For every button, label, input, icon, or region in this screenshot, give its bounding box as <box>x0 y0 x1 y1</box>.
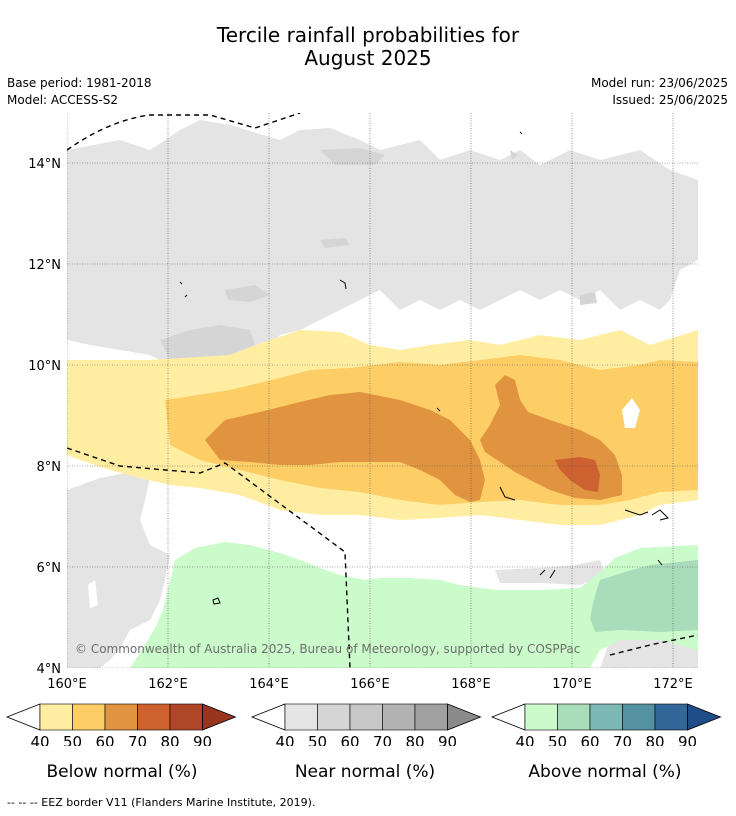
colorbar-tick-label: 80 <box>405 733 424 746</box>
above-normal-40 <box>130 542 698 668</box>
island-outline <box>651 509 669 521</box>
colorbar-title: Above normal (%) <box>528 762 682 782</box>
island-outline <box>519 131 523 135</box>
colorbar-segment <box>104 703 138 731</box>
colorbar-segment <box>589 703 623 731</box>
near-normal-region-north <box>67 120 698 370</box>
island-outline <box>339 279 347 290</box>
island-outline <box>657 559 663 566</box>
colorbar-title: Near normal (%) <box>294 762 436 782</box>
colorbar-tick-label: 60 <box>580 733 599 746</box>
colorbar-tick-label: 70 <box>613 733 632 746</box>
colorbar-tick-label: 70 <box>373 733 392 746</box>
base-period-label: Base period: 1981-2018 <box>7 76 152 90</box>
colorbar-extend-low <box>5 703 41 731</box>
island-outline <box>179 281 188 298</box>
colorbar-tick-label: 50 <box>63 733 82 746</box>
probability-map: © Commonwealth of Australia 2025, Bureau… <box>28 113 698 692</box>
colorbar-segment <box>39 703 73 731</box>
lat-tick: 4°N <box>37 662 62 677</box>
near-normal-region-north-darker <box>160 148 597 360</box>
colorbar-tick-label: 60 <box>95 733 114 746</box>
colorbar-segment <box>137 703 171 731</box>
colorbar-extend-high <box>202 703 237 731</box>
island-outline <box>436 407 441 412</box>
colorbar-below-normal: 40 50 60 70 80 90 Below normal (%) <box>0 698 250 788</box>
model-run-label: Model run: 23/06/2025 <box>590 76 728 90</box>
eez-border-southeast <box>609 634 698 656</box>
island-outline <box>539 569 556 579</box>
colorbar-segment <box>284 703 318 731</box>
colorbar-segment <box>317 703 351 731</box>
colorbar-graphic: 40 50 60 70 80 90 <box>5 703 237 751</box>
below-normal-gap <box>622 398 640 428</box>
colorbar-tick-label: 90 <box>193 733 212 746</box>
colorbar-segment <box>72 703 106 731</box>
colorbar-segment <box>622 703 656 731</box>
lat-tick: 10°N <box>28 359 61 374</box>
island-outline <box>212 597 221 605</box>
colorbar-segment <box>169 703 203 731</box>
lat-tick: 14°N <box>28 157 61 172</box>
below-normal-70 <box>555 457 600 492</box>
colorbar-segment <box>382 703 416 731</box>
colorbar-segment <box>524 703 558 731</box>
colorbar-tick-label: 70 <box>128 733 147 746</box>
colorbar-tick-label: 80 <box>645 733 664 746</box>
colorbar-graphic: 40 50 60 70 80 90 <box>250 703 482 751</box>
near-normal-region-southeast <box>495 560 698 668</box>
colorbar-tick-label: 80 <box>160 733 179 746</box>
island-outline <box>624 509 649 516</box>
model-label: Model: ACCESS-S2 <box>7 93 119 107</box>
issued-label: Issued: 25/06/2025 <box>612 93 728 107</box>
colorbar-title: Below normal (%) <box>46 762 198 782</box>
colorbar-above-normal: 40 50 60 70 80 90 Above normal (%) <box>485 698 730 788</box>
colorbar-tick-label: 90 <box>438 733 457 746</box>
colorbar-segment <box>414 703 448 731</box>
lon-tick: 162°E <box>148 677 188 692</box>
lon-tick: 170°E <box>552 677 592 692</box>
island-outline <box>499 486 516 501</box>
lon-tick: 160°E <box>47 677 87 692</box>
colorbar-near-normal: 40 50 60 70 80 90 Near normal (%) <box>245 698 490 788</box>
islands <box>179 131 669 605</box>
lon-tick: 166°E <box>350 677 390 692</box>
lon-tick: 172°E <box>653 677 693 692</box>
colorbar-tick-label: 40 <box>30 733 49 746</box>
eez-border-west <box>67 447 351 668</box>
lat-tick: 12°N <box>28 258 61 273</box>
near-normal-region-southwest <box>67 472 170 668</box>
lat-tick: 6°N <box>37 561 62 576</box>
eez-footnote: -- -- -- EEZ border V11 (Flanders Marine… <box>7 796 316 809</box>
eez-borders <box>67 113 698 668</box>
colorbar-segment <box>654 703 688 731</box>
colorbar-tick-label: 40 <box>275 733 294 746</box>
colorbar-extend-low <box>250 703 286 731</box>
below-normal-60 <box>205 375 622 502</box>
map-title-line1: Tercile rainfall probabilities for <box>216 23 520 47</box>
colorbar-extend-high <box>447 703 482 731</box>
eez-border-north <box>67 113 301 151</box>
colorbar-extend-low <box>490 703 526 731</box>
lat-tick: 8°N <box>37 460 62 475</box>
near-normal-region-gap <box>88 580 98 608</box>
colorbar-tick-label: 50 <box>308 733 327 746</box>
colorbar-tick-label: 90 <box>678 733 697 746</box>
colorbar-tick-label: 40 <box>515 733 534 746</box>
lon-tick: 168°E <box>451 677 491 692</box>
colorbar-extend-high <box>687 703 722 731</box>
colorbar-tick-label: 60 <box>340 733 359 746</box>
lon-tick: 164°E <box>249 677 289 692</box>
colorbar-segment <box>557 703 591 731</box>
colorbar-segment <box>349 703 383 731</box>
colorbar-tick-label: 50 <box>548 733 567 746</box>
above-normal-50 <box>590 560 698 632</box>
grid-lines <box>67 113 698 668</box>
copyright-text: © Commonwealth of Australia 2025, Bureau… <box>75 642 580 656</box>
colorbar-graphic: 40 50 60 70 80 90 <box>490 703 722 751</box>
map-title-line2: August 2025 <box>304 46 432 70</box>
